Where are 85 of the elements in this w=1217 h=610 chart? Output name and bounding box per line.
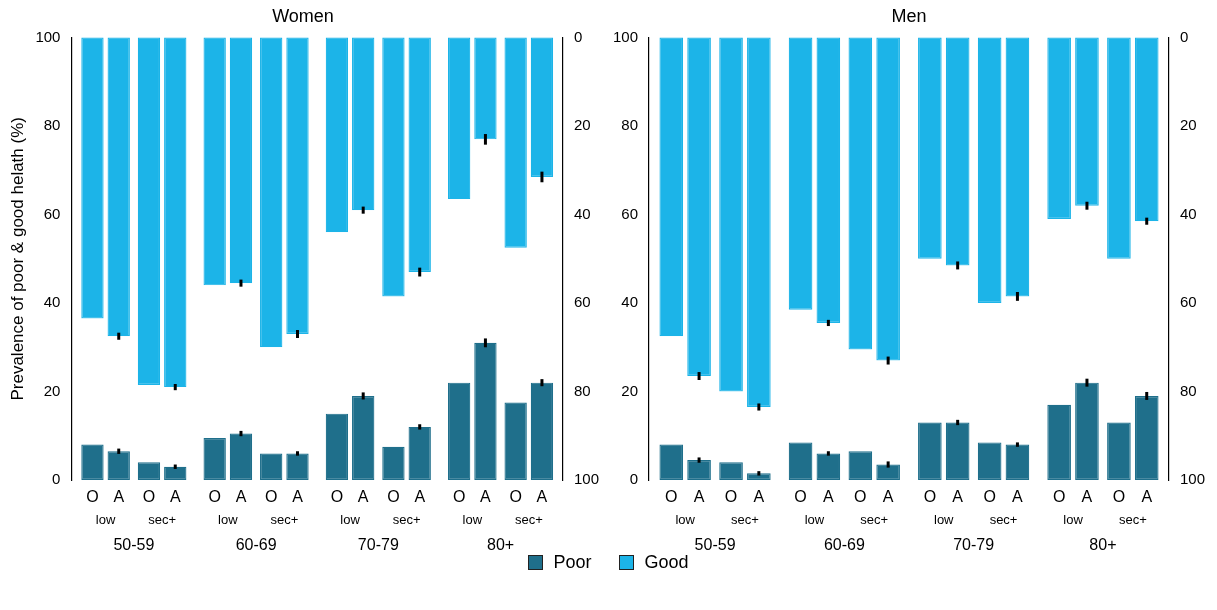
text: sec+ <box>148 511 177 527</box>
legend-label: Poor <box>553 552 592 573</box>
y2-tick-label: 0 <box>1179 27 1189 45</box>
x-tick-label: A <box>1081 488 1093 506</box>
y-tick-label: 100 <box>35 27 61 45</box>
y-tick-label: 80 <box>43 116 61 134</box>
text: sec+ <box>392 511 421 527</box>
y-tick-label: 100 <box>613 27 639 45</box>
text: sec+ <box>1118 511 1147 527</box>
x-tick-label: O <box>86 488 99 506</box>
x-tick-label: A <box>693 488 705 506</box>
y-tick-label: 40 <box>621 293 639 311</box>
text: sec+ <box>989 511 1018 527</box>
x-tick-label: A <box>235 488 247 506</box>
text: low <box>340 511 361 527</box>
y-tick-label: 40 <box>43 293 61 311</box>
y2-tick-label: 40 <box>573 204 591 222</box>
x-tick-label: O <box>794 488 807 506</box>
text: 50-59 <box>694 536 736 554</box>
chart-title: Women <box>272 5 334 26</box>
x-tick-label: A <box>357 488 369 506</box>
x-tick-label: A <box>882 488 894 506</box>
x-tick-label: A <box>536 488 548 506</box>
y-tick-label: 0 <box>629 470 639 488</box>
x-tick-label: O <box>854 488 867 506</box>
x-tick-label: O <box>330 488 344 506</box>
legend-label: Good <box>644 552 689 573</box>
x-tick-label: A <box>292 488 304 506</box>
text: 80+ <box>486 536 515 554</box>
x-tick-label: A <box>753 488 765 506</box>
x-tick-label: O <box>509 488 522 506</box>
x-tick-label: O <box>142 488 156 506</box>
y-tick-label: 20 <box>621 381 639 399</box>
y-tick-label: 80 <box>621 116 639 134</box>
text: 70-79 <box>953 536 995 554</box>
y2-tick-label: 80 <box>1179 381 1197 399</box>
x-tick-label: O <box>264 488 278 506</box>
text: low <box>218 511 239 527</box>
x-tick-label: A <box>1012 488 1024 506</box>
x-tick-label: A <box>113 488 125 506</box>
x-tick-label: A <box>414 488 426 506</box>
y-tick-label: 60 <box>621 204 639 222</box>
y2-tick-label: 60 <box>1179 293 1197 311</box>
x-tick-label: O <box>387 488 400 506</box>
text: sec+ <box>514 511 543 527</box>
x-tick-label: O <box>1112 488 1126 506</box>
text: 70-79 <box>357 536 399 554</box>
y-tick-label: 60 <box>43 204 61 222</box>
y2-tick-label: 20 <box>573 116 591 134</box>
text: low <box>804 511 825 527</box>
x-tick-label: O <box>724 488 738 506</box>
y2-tick-label: 0 <box>573 27 583 45</box>
x-tick-label: O <box>452 488 466 506</box>
y2-tick-label: 40 <box>1179 204 1197 222</box>
text: low <box>934 511 955 527</box>
x-tick-label: O <box>208 488 221 506</box>
y2-tick-label: 100 <box>1179 470 1205 488</box>
x-tick-label: A <box>952 488 964 506</box>
text: sec+ <box>270 511 299 527</box>
text: low <box>462 511 483 527</box>
text: sec+ <box>860 511 889 527</box>
text: low <box>1063 511 1084 527</box>
text: 60-69 <box>235 536 277 554</box>
x-tick-label: O <box>983 488 996 506</box>
y-tick-label: 20 <box>43 381 61 399</box>
x-tick-label: A <box>480 488 492 506</box>
chart-title: Men <box>891 5 927 26</box>
x-tick-label: O <box>923 488 937 506</box>
text: low <box>95 511 116 527</box>
text: low <box>675 511 696 527</box>
y-tick-label: 0 <box>52 470 61 488</box>
y-axis-title: Prevalence of poor & good helath (%) <box>7 117 27 401</box>
text: 80+ <box>1089 536 1117 554</box>
x-tick-label: O <box>1052 488 1066 506</box>
x-tick-label: A <box>1141 488 1153 506</box>
text: 50-59 <box>113 536 155 554</box>
text: sec+ <box>731 511 759 527</box>
x-tick-label: O <box>665 488 678 506</box>
y2-tick-label: 60 <box>573 293 591 311</box>
x-tick-label: A <box>169 488 181 506</box>
text: 60-69 <box>823 536 865 554</box>
x-tick-label: A <box>823 488 835 506</box>
y2-tick-label: 100 <box>573 470 599 488</box>
y2-tick-label: 80 <box>573 381 591 399</box>
y2-tick-label: 20 <box>1179 116 1197 134</box>
